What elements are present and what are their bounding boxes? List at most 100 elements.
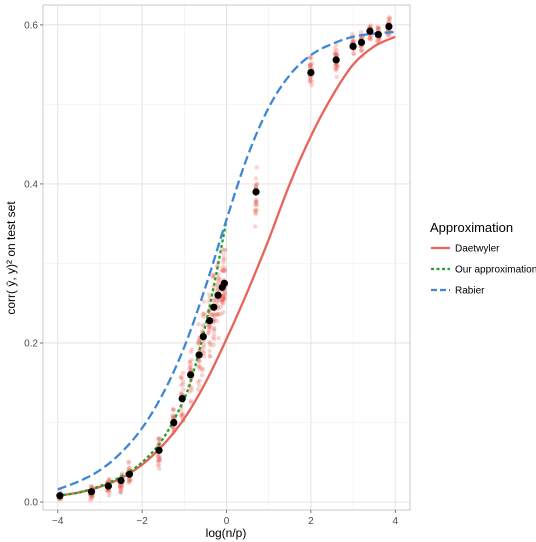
replicate-point [211, 297, 217, 303]
replicate-point [308, 77, 313, 83]
replicate-point [307, 75, 313, 80]
replicate-point [117, 484, 122, 489]
replicate-point [206, 324, 212, 330]
replicate-point [216, 312, 221, 317]
replicate-point [188, 349, 194, 355]
replicate-point [157, 457, 162, 463]
mean-point [199, 333, 207, 341]
y-tick-label: 0.6 [24, 20, 38, 31]
replicate-point [188, 398, 194, 404]
replicate-point [119, 483, 124, 488]
replicate-point [222, 295, 227, 301]
replicate-point [157, 436, 162, 441]
replicate-point [211, 299, 217, 304]
replicate-point [157, 455, 163, 461]
replicate-point [211, 332, 217, 337]
mean-point [357, 38, 366, 46]
replicate-point [201, 311, 207, 316]
replicate-point [307, 63, 312, 69]
replicate-point [359, 48, 364, 53]
replicate-point [375, 25, 380, 30]
legend-label: Rabier [455, 286, 485, 297]
y-axis-ticks: 0.0 0.2 0.4 0.6 [24, 20, 43, 509]
replicate-point [309, 82, 314, 88]
replicate-point [197, 378, 203, 383]
mean-point [104, 482, 112, 490]
replicate-point [179, 406, 184, 411]
replicate-point [179, 410, 185, 416]
replicate-point [221, 294, 226, 299]
mean-point [220, 279, 228, 287]
replicate-point [170, 412, 175, 418]
replicate-point [202, 354, 207, 359]
replicate-point [221, 255, 227, 261]
x-tick-label: 4 [392, 516, 398, 527]
replicate-point [254, 208, 260, 213]
replicate-point [208, 312, 214, 318]
replicate-point [219, 297, 225, 302]
replicate-point [216, 335, 221, 341]
replicate-point [210, 273, 216, 279]
x-axis-ticks: −4 −2 0 2 4 [52, 510, 398, 527]
replicate-point [126, 477, 132, 482]
mean-point [210, 303, 218, 311]
replicate-point [221, 259, 226, 265]
mean-point [117, 476, 125, 485]
replicate-point [334, 62, 339, 67]
replicate-point [350, 31, 355, 37]
replicate-point [128, 478, 133, 483]
series-line-our-approximation [57, 219, 228, 497]
replicate-point [334, 52, 340, 57]
mean-point [349, 42, 357, 50]
replicate-point [179, 375, 184, 380]
replicate-point [368, 34, 374, 39]
replicate-point [221, 291, 226, 297]
replicate-point [253, 176, 259, 181]
replicate-point [332, 50, 338, 55]
replicate-point [211, 314, 217, 319]
replicate-point [211, 272, 217, 277]
mean-point [178, 395, 186, 403]
replicate-point [308, 56, 314, 61]
replicate-point [222, 268, 227, 274]
replicate-point [222, 266, 227, 271]
replicate-point [368, 37, 374, 42]
replicate-point [216, 278, 222, 283]
replicate-point [367, 35, 372, 41]
replicate-point [155, 459, 161, 464]
replicate-point [189, 357, 194, 363]
replicate-point [334, 48, 340, 53]
replicate-point [374, 38, 380, 44]
x-axis-title: log(n/p) [206, 526, 247, 540]
replicate-point [253, 184, 258, 189]
replicate-point [333, 68, 339, 73]
replicate-point [215, 275, 221, 281]
replicate-point [189, 388, 194, 393]
mean-point [206, 317, 214, 325]
replicate-point [200, 346, 205, 352]
replicate-point [126, 460, 131, 466]
replicate-point [201, 350, 206, 355]
mean-point [195, 351, 203, 359]
replicate-point [214, 318, 220, 324]
replicate-point [171, 407, 176, 413]
replicate-point [332, 51, 338, 57]
replicate-point [215, 287, 220, 292]
replicate-point [220, 301, 226, 306]
replicate-point [171, 414, 176, 419]
mean-point [214, 291, 222, 299]
legend-label: Daetwyler [455, 244, 500, 255]
replicate-point [196, 322, 201, 327]
replicate-point [179, 413, 184, 419]
replicate-point [189, 385, 194, 390]
replicate-point [335, 64, 340, 69]
replicate-point [211, 342, 216, 348]
replicate-point [307, 55, 313, 60]
replicate-point [220, 300, 225, 306]
replicate-point [195, 340, 201, 346]
replicate-point [335, 64, 340, 69]
replicate-point [201, 344, 207, 350]
replicate-point [180, 379, 186, 385]
replicate-point [126, 465, 131, 471]
replicate-point [333, 52, 338, 57]
